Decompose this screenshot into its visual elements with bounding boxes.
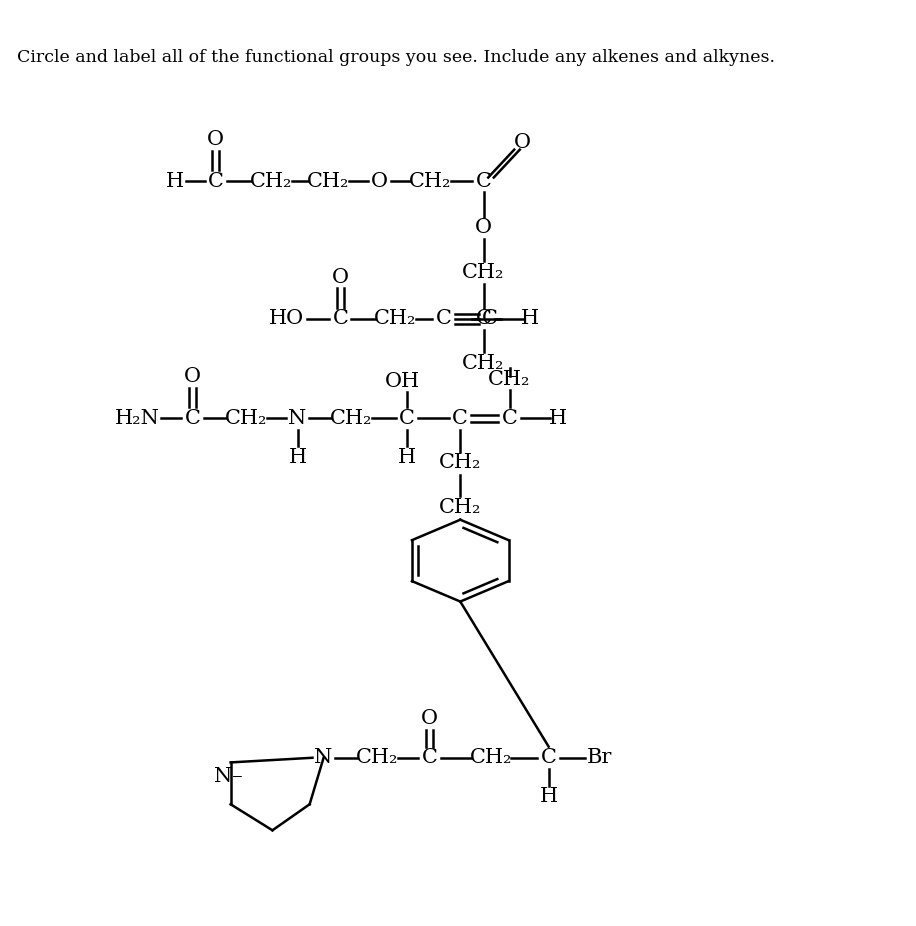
Text: CH₂: CH₂ (356, 748, 398, 768)
Text: C: C (482, 309, 498, 329)
Text: H: H (398, 448, 417, 467)
Text: CH₂: CH₂ (374, 309, 417, 329)
Text: Br: Br (587, 748, 613, 768)
Text: CH₂: CH₂ (307, 171, 350, 191)
Text: O: O (332, 268, 349, 286)
Text: O: O (514, 132, 531, 152)
Text: C: C (502, 409, 518, 428)
Text: O: O (421, 709, 438, 728)
Text: H: H (166, 171, 184, 191)
Text: CH₂: CH₂ (463, 263, 505, 282)
Text: Circle and label all of the functional groups you see. Include any alkenes and a: Circle and label all of the functional g… (16, 49, 775, 67)
Text: C: C (208, 171, 224, 191)
Text: H: H (521, 309, 540, 329)
Text: C: C (436, 309, 452, 329)
Text: H: H (549, 409, 567, 428)
Text: C: C (399, 409, 415, 428)
Text: H: H (289, 448, 307, 467)
Text: C: C (475, 171, 492, 191)
Text: CH₂: CH₂ (463, 354, 505, 373)
Text: C: C (453, 409, 468, 428)
Text: H: H (540, 787, 558, 807)
Text: OH: OH (385, 371, 420, 391)
Text: C: C (421, 748, 438, 768)
Text: CH₂: CH₂ (409, 171, 452, 191)
Text: N: N (289, 409, 307, 428)
Text: O: O (184, 367, 201, 386)
Text: C: C (540, 748, 557, 768)
Text: C: C (333, 309, 348, 329)
Text: O: O (371, 171, 387, 191)
Text: CH₂: CH₂ (331, 409, 373, 428)
Text: CH₂: CH₂ (439, 498, 482, 517)
Text: CH₂: CH₂ (470, 748, 512, 768)
Text: H₂N: H₂N (115, 409, 160, 428)
Text: O: O (207, 130, 224, 149)
Text: O: O (475, 219, 492, 237)
Text: CH₂: CH₂ (488, 369, 530, 389)
Text: CH₂: CH₂ (250, 171, 293, 191)
Text: CH₂: CH₂ (225, 409, 267, 428)
Text: N–: N– (214, 767, 243, 786)
Text: HO: HO (268, 309, 304, 329)
Text: C: C (475, 309, 492, 329)
Text: N: N (314, 748, 333, 768)
Text: C: C (184, 409, 201, 428)
Text: CH₂: CH₂ (439, 454, 482, 472)
